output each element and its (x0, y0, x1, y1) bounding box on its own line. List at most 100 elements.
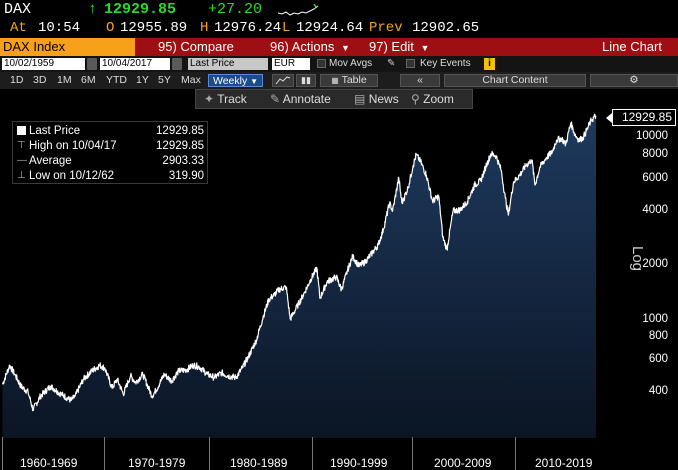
period-3d[interactable]: 3D (33, 74, 47, 86)
y-tick-400: 400 (648, 385, 668, 397)
x-divider (312, 437, 313, 470)
x-tick-1970s: 1970-1979 (128, 456, 186, 470)
period-6m[interactable]: 6M (81, 74, 96, 86)
bar-chart-icon[interactable]: ▮▮ (296, 74, 316, 87)
chart-type-title: Line Chart (602, 39, 662, 54)
last-price: 12929.85 (104, 1, 177, 18)
collapse-icon[interactable]: « (400, 74, 440, 87)
prev-value: 12902.65 (412, 20, 480, 36)
period-5y[interactable]: 5Y (158, 74, 171, 86)
legend-low-label: Low on 10/12/62 (29, 170, 115, 182)
x-divider (104, 437, 105, 470)
x-tick-1990s: 1990-1999 (330, 456, 388, 470)
y-tick-600: 600 (648, 353, 668, 365)
zoom-tool[interactable]: ⚲ Zoom (411, 92, 454, 107)
edit-menu[interactable]: 97) Edit ▼ (369, 38, 429, 56)
key-events-checkbox[interactable] (406, 59, 415, 68)
table-label: Table (341, 74, 367, 86)
time-value: 10:54 (38, 20, 81, 36)
x-tick-1960s: 1960-1969 (20, 456, 78, 470)
y-tick-800: 800 (648, 330, 668, 342)
track-label: Track (217, 92, 247, 106)
calendar-icon[interactable] (87, 58, 97, 70)
compare-menu[interactable]: 95) Compare (158, 38, 234, 56)
end-date-field[interactable]: 10/04/2017 (100, 58, 170, 70)
news-tool[interactable]: ▤ News (354, 92, 399, 107)
actions-menu[interactable]: 96) Actions ▼ (270, 38, 350, 56)
period-max[interactable]: Max (181, 74, 201, 86)
prev-label: Prev (369, 20, 403, 36)
price-field-select[interactable]: Last Price (188, 58, 268, 70)
legend-low-value: 319.90 (168, 170, 204, 182)
info-icon[interactable]: i (484, 58, 495, 70)
settings-gear-icon[interactable]: ⚙ (590, 74, 678, 87)
x-divider (2, 437, 3, 470)
line-chart-icon[interactable] (272, 74, 294, 87)
x-tick-1980s: 1980-1989 (230, 456, 288, 470)
legend-high-value: 12929.85 (156, 140, 204, 152)
annotate-tool[interactable]: ✎ Annotate (270, 92, 331, 107)
table-grid-icon: ▦ (331, 76, 339, 85)
news-icon: ▤ (354, 92, 366, 106)
chevron-down-icon: ▼ (250, 77, 259, 86)
compare-label: Compare (180, 39, 234, 54)
quote-line: DAX ↑ 12929.85 +27.20 (0, 0, 678, 19)
magnifier-icon: ⚲ (411, 92, 420, 106)
y-tick-1000: 1000 (642, 313, 668, 325)
y-tick-4000: 4000 (642, 204, 668, 216)
period-bar: 1D 3D 1M 6M YTD 1Y 5Y Max Weekly ▼ ▮▮ ▦ … (0, 72, 678, 89)
edit-label: Edit (391, 39, 414, 54)
period-1d[interactable]: 1D (10, 74, 24, 86)
legend-low: ⊥ Low on 10/12/62 319.90 (17, 169, 207, 183)
table-button[interactable]: ▦ Table (320, 74, 378, 87)
mov-avgs-checkbox[interactable] (317, 59, 326, 68)
security-field[interactable]: DAX Index (0, 38, 135, 56)
start-date-field[interactable]: 10/02/1959 (2, 58, 85, 70)
frequency-select[interactable]: Weekly ▼ (208, 74, 264, 87)
legend-last-price: Last Price 12929.85 (17, 124, 207, 138)
price-area (2, 114, 596, 439)
price-change: +27.20 (208, 1, 263, 18)
annotate-label: Annotate (282, 92, 331, 106)
intraday-sparkline-icon (278, 4, 319, 16)
y-tick-8000: 8000 (642, 148, 668, 160)
low-value: 12924.64 (296, 20, 364, 36)
mov-avgs-label: Mov Avgs (329, 58, 373, 69)
average-marker-icon: — (17, 155, 27, 166)
zoom-label: Zoom (423, 92, 454, 106)
x-divider (412, 437, 413, 470)
ohlc-line: At 10:54 O 12955.89 H 12976.24 L 12924.6… (0, 19, 678, 38)
period-ytd[interactable]: YTD (106, 74, 127, 86)
chevron-down-icon: ▼ (420, 43, 430, 53)
crosshair-icon: ✦ (204, 92, 215, 106)
chart-content-button[interactable]: Chart Content (444, 74, 586, 87)
price-line (1, 113, 597, 412)
pencil-icon[interactable]: ✎ (387, 58, 396, 69)
low-label: L (282, 20, 291, 36)
x-tick-2010s: 2010-2019 (535, 456, 593, 470)
settings-bar: 10/02/1959 10/04/2017 Last Price EUR Mov… (0, 56, 678, 72)
actions-label: Actions (291, 39, 335, 54)
compare-number: 95) (158, 39, 177, 54)
chart-legend: Last Price 12929.85 ⊤ High on 10/04/17 1… (12, 121, 208, 184)
legend-last-value: 12929.85 (156, 125, 204, 137)
frequency-label: Weekly (213, 75, 248, 87)
track-tool[interactable]: ✦ Track (204, 92, 247, 107)
currency-select[interactable]: EUR (272, 58, 310, 70)
ticker-symbol: DAX (4, 1, 32, 18)
edit-number: 97) (369, 39, 388, 54)
calendar-icon[interactable] (172, 58, 182, 70)
period-1y[interactable]: 1Y (136, 74, 149, 86)
period-1m[interactable]: 1M (57, 74, 72, 86)
actions-number: 96) (270, 39, 289, 54)
function-menu-bar: DAX Index 95) Compare 96) Actions ▼ 97) … (0, 38, 678, 56)
high-label: H (200, 20, 209, 36)
key-events-label: Key Events (420, 58, 471, 69)
x-divider (515, 437, 516, 470)
legend-high-label: High on 10/04/17 (29, 140, 117, 152)
news-label: News (368, 92, 399, 106)
chart-content-label: Chart Content (482, 74, 548, 86)
log-scale-label: Log (629, 246, 646, 272)
last-price-tag: 12929.85 (606, 109, 676, 126)
